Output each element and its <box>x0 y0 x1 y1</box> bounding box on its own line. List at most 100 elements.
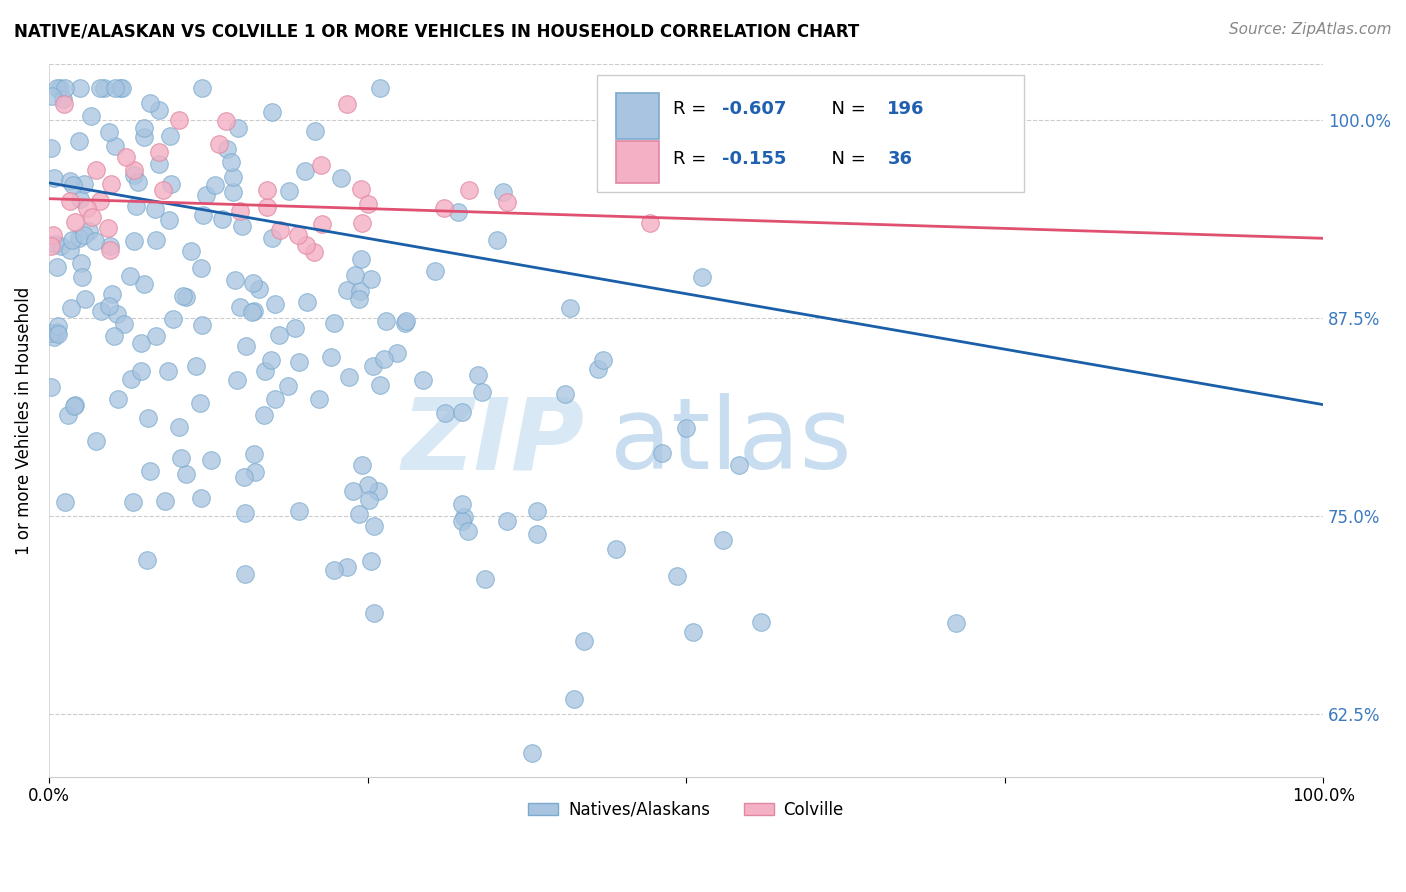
Point <box>352 215 374 229</box>
Point <box>254 364 277 378</box>
Point <box>80 109 103 123</box>
Point <box>651 445 673 459</box>
Point <box>640 215 662 229</box>
Point <box>242 276 264 290</box>
Point <box>112 317 135 331</box>
Point <box>84 234 107 248</box>
Point <box>368 378 391 392</box>
Point <box>108 80 131 95</box>
Point <box>264 392 287 406</box>
Point <box>304 124 326 138</box>
Point <box>447 205 470 219</box>
Point <box>302 244 325 259</box>
Point <box>357 197 380 211</box>
Point <box>152 183 174 197</box>
Text: ZIP: ZIP <box>401 393 583 491</box>
Point <box>229 300 252 314</box>
Point <box>45 260 67 275</box>
Point <box>52 96 75 111</box>
Text: Source: ZipAtlas.com: Source: ZipAtlas.com <box>1229 22 1392 37</box>
Point <box>159 128 181 143</box>
Point <box>287 227 309 242</box>
Point <box>41 89 63 103</box>
Point <box>44 170 66 185</box>
Point <box>69 80 91 95</box>
Point <box>360 272 382 286</box>
Point <box>65 215 87 229</box>
Point <box>98 125 121 139</box>
Point <box>262 104 284 119</box>
Point <box>111 80 134 95</box>
Point <box>124 168 146 182</box>
Point <box>59 174 82 188</box>
Point <box>100 177 122 191</box>
FancyBboxPatch shape <box>616 141 659 183</box>
Point <box>51 238 73 252</box>
Point <box>458 183 481 197</box>
Point <box>554 387 576 401</box>
Point <box>243 447 266 461</box>
Point <box>526 504 548 518</box>
Point <box>90 304 112 318</box>
Point <box>321 351 343 365</box>
Point <box>363 519 385 533</box>
Point <box>682 624 704 639</box>
Point <box>247 282 270 296</box>
Point <box>350 458 373 472</box>
Point <box>169 450 191 465</box>
Point <box>129 336 152 351</box>
Point <box>148 145 170 159</box>
FancyBboxPatch shape <box>598 75 1024 193</box>
Point <box>713 533 735 547</box>
Point <box>180 244 202 258</box>
Point <box>253 408 276 422</box>
Point <box>495 194 517 209</box>
Point <box>41 239 63 253</box>
Point <box>122 495 145 509</box>
Point <box>101 287 124 301</box>
Point <box>288 355 311 369</box>
Point <box>190 260 212 275</box>
Point <box>486 233 509 247</box>
Point <box>42 329 65 343</box>
Point <box>222 170 245 185</box>
Point <box>453 509 475 524</box>
Point <box>457 524 479 538</box>
Point <box>39 380 62 394</box>
Point <box>256 200 278 214</box>
Point <box>336 283 359 297</box>
Point <box>70 269 93 284</box>
Point <box>224 273 246 287</box>
Point <box>52 92 75 106</box>
Point <box>204 178 226 192</box>
Point <box>605 542 627 557</box>
Point <box>474 572 496 586</box>
Point <box>89 80 111 95</box>
Point <box>263 297 285 311</box>
Point <box>423 264 446 278</box>
Text: 196: 196 <box>887 100 925 118</box>
Point <box>129 364 152 378</box>
Point <box>387 345 409 359</box>
Point <box>357 493 380 508</box>
Point <box>344 268 367 282</box>
Point <box>373 351 395 366</box>
Point <box>231 219 253 233</box>
Text: N =: N = <box>820 150 872 168</box>
Point <box>39 326 62 340</box>
Text: -0.155: -0.155 <box>721 150 786 168</box>
Point <box>193 208 215 222</box>
Point <box>336 96 359 111</box>
Point <box>186 359 208 373</box>
Point <box>139 464 162 478</box>
Point <box>98 299 121 313</box>
Point <box>451 497 474 511</box>
Point <box>39 140 62 154</box>
Point <box>69 192 91 206</box>
Point <box>160 178 183 192</box>
Point <box>59 243 82 257</box>
Point <box>229 204 252 219</box>
Point <box>211 212 233 227</box>
Point <box>451 514 474 528</box>
Point <box>97 220 120 235</box>
